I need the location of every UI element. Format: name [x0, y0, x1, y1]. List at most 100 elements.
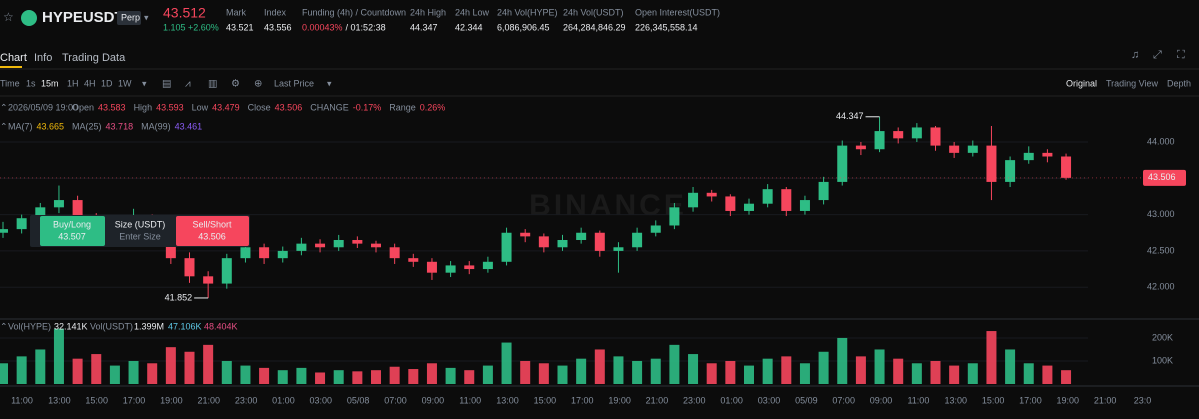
- price-type[interactable]: Last Price: [274, 78, 314, 88]
- vol-tick-label: 100K: [1152, 355, 1173, 365]
- volume-bar: [893, 358, 904, 384]
- interval[interactable]: 1s: [26, 78, 36, 88]
- x-tick-label: 05/08: [347, 395, 370, 405]
- last-price-box: [1143, 169, 1186, 186]
- ma-value: 43.718: [106, 121, 134, 131]
- interval[interactable]: 4H: [84, 78, 96, 88]
- x-tick-label: 15:00: [534, 395, 557, 405]
- volume-bar: [911, 363, 922, 384]
- vol-value: 32.141K: [54, 321, 88, 331]
- x-tick-label: 11:00: [11, 395, 33, 405]
- volume-bar: [184, 351, 195, 384]
- candle-body: [445, 265, 456, 273]
- favorite-star[interactable]: ☆: [3, 10, 14, 24]
- volume-bar: [147, 363, 158, 384]
- x-tick-label: 17:00: [1019, 395, 1042, 405]
- view-option[interactable]: Trading View: [1106, 78, 1159, 88]
- sell-price: 43.506: [198, 231, 226, 241]
- volume-bar: [613, 356, 624, 384]
- sell-button[interactable]: [176, 216, 249, 246]
- price-type-dropdown[interactable]: ▾: [327, 78, 332, 88]
- candle-body: [221, 258, 232, 284]
- tool-icon[interactable]: ⩘: [185, 79, 191, 90]
- candle-body: [1061, 156, 1072, 178]
- interval[interactable]: 1W: [118, 78, 132, 88]
- candle-body: [594, 232, 605, 251]
- ma-label: MA(99): [141, 121, 171, 131]
- buy-price: 43.507: [58, 231, 86, 241]
- volume-bar: [799, 363, 810, 384]
- candle-body: [371, 243, 381, 248]
- ohlc-value: 43.583: [98, 102, 126, 112]
- high-label: 44.347: [836, 111, 864, 121]
- volume-bar: [688, 354, 699, 384]
- candle-body: [389, 247, 400, 259]
- ohlc-value: -0.17%: [353, 102, 382, 112]
- tab[interactable]: Info: [34, 52, 52, 64]
- candle-body: [576, 232, 587, 241]
- fullscreen-icon[interactable]: ⛶: [1177, 49, 1185, 61]
- tab[interactable]: Chart: [0, 52, 27, 64]
- stat-label: Funding (4h) / Countdown: [302, 7, 406, 17]
- tool-icon[interactable]: ▤: [162, 79, 171, 90]
- candle-body: [1042, 152, 1053, 157]
- x-tick-label: 19:00: [608, 395, 631, 405]
- size-input[interactable]: Enter Size: [119, 231, 161, 241]
- candle-body: [184, 258, 195, 277]
- volume-bar: [165, 347, 176, 384]
- vol-ma-value: 47.106K: [168, 321, 202, 331]
- stat-extra: / 01:52:38: [346, 22, 386, 32]
- volume-bar: [669, 344, 680, 384]
- bell-icon[interactable]: ♫: [1131, 49, 1139, 61]
- candle-body: [426, 261, 437, 273]
- tool-icon[interactable]: ▥: [208, 79, 217, 90]
- interval-dropdown[interactable]: ▾: [142, 78, 147, 88]
- volume-bar: [72, 358, 83, 384]
- volume-bar: [538, 363, 549, 384]
- vol-value: 1.399M: [134, 321, 164, 331]
- tab[interactable]: Trading Data: [62, 52, 126, 64]
- vol-label: Vol(USDT): [90, 321, 133, 331]
- stat-value: 264,284,846.29: [563, 22, 626, 32]
- x-tick-label: 15:00: [85, 395, 108, 405]
- volume-bar: [706, 363, 717, 384]
- candle-body: [277, 250, 288, 259]
- ohlc-value: 43.479: [212, 102, 240, 112]
- volume-bar: [837, 337, 848, 384]
- volume-bar: [725, 360, 736, 384]
- stat-value: 0.00043%: [302, 22, 343, 32]
- volume-bar: [818, 351, 829, 384]
- ohlc-label: CHANGE: [310, 102, 349, 112]
- interval[interactable]: Time: [0, 78, 20, 88]
- volume-bar: [352, 371, 363, 384]
- view-option[interactable]: Depth: [1167, 78, 1191, 88]
- volume-bar: [1061, 370, 1072, 384]
- interval[interactable]: 1D: [101, 78, 113, 88]
- stat-value: 6,086,906.45: [497, 22, 550, 32]
- vol-tick-label: 200K: [1152, 332, 1173, 342]
- buy-button[interactable]: [40, 216, 105, 246]
- tool-icon[interactable]: ⊕: [254, 79, 262, 90]
- perp-tag-bg: [117, 11, 141, 25]
- volume-bar: [576, 358, 587, 384]
- symbol-dropdown[interactable]: ▾: [144, 12, 149, 22]
- tool-icon[interactable]: ⚙: [231, 79, 240, 90]
- stat-label: Open Interest(USDT): [635, 7, 720, 17]
- candle-body: [203, 276, 214, 284]
- volume-bar: [949, 365, 960, 384]
- candle-body: [967, 145, 978, 153]
- interval[interactable]: 15m: [41, 78, 59, 88]
- interval[interactable]: 1H: [67, 78, 79, 88]
- symbol[interactable]: HYPEUSDT: [42, 9, 124, 26]
- candle-body: [930, 127, 941, 146]
- candle-body: [520, 232, 531, 237]
- ma-value: 43.461: [175, 121, 203, 131]
- expand-icon[interactable]: ⤢: [1153, 49, 1162, 61]
- volume-bar: [203, 344, 214, 384]
- x-tick-label: 13:00: [496, 395, 519, 405]
- view-option[interactable]: Original: [1066, 78, 1097, 88]
- candle-body: [1005, 160, 1016, 182]
- plot: 44.347 41.852 43.506: [0, 111, 1186, 384]
- volume-bar: [426, 363, 437, 384]
